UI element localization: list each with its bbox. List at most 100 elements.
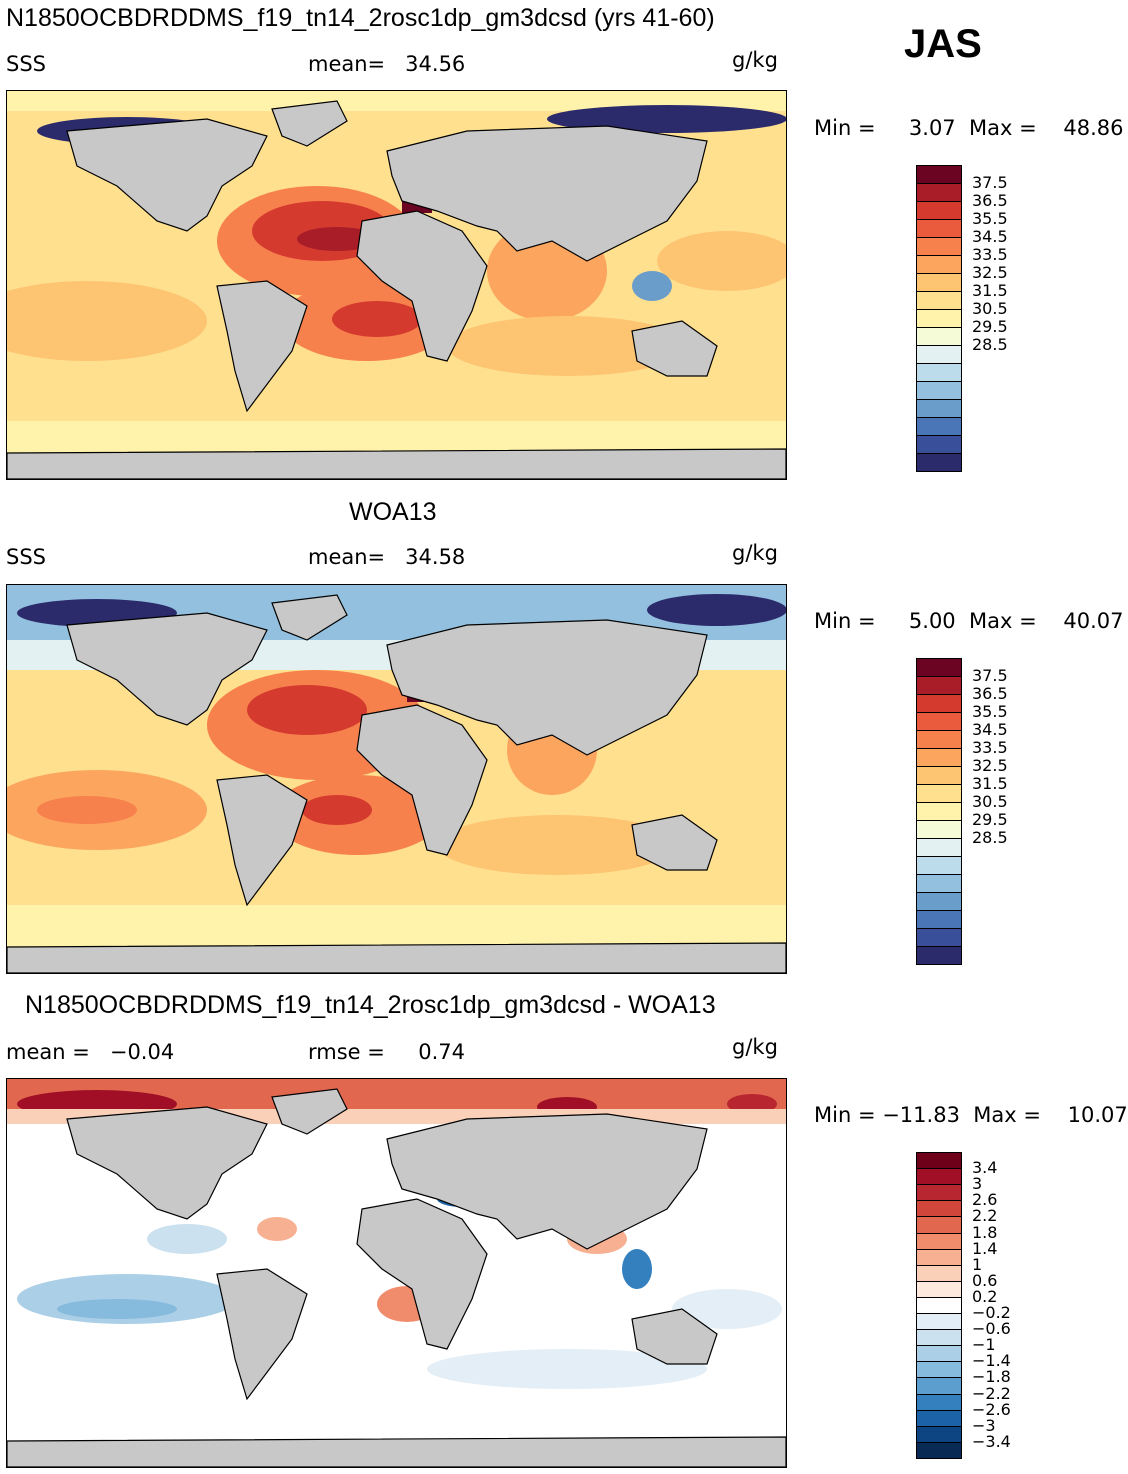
panel1-units: g/kg xyxy=(732,48,778,72)
colorbar-swatch xyxy=(916,874,962,893)
colorbar-swatch xyxy=(916,1216,962,1234)
colorbar-tick-label: 35.5 xyxy=(972,702,1008,721)
colorbar-swatch xyxy=(916,928,962,947)
colorbar-tick-label: 29.5 xyxy=(972,810,1008,829)
colorbar-swatch xyxy=(916,1296,962,1315)
panel3-mean: mean = −0.04 xyxy=(6,1040,175,1064)
colorbar-swatch xyxy=(916,1232,962,1250)
colorbar-swatch xyxy=(916,1393,962,1411)
colorbar-tick-label: −2.6 xyxy=(972,1399,1011,1419)
colorbar-tick-label: 1.4 xyxy=(972,1238,998,1258)
panel3-range: Min = −11.83 Max = 10.07 xyxy=(814,1103,1128,1127)
colorbar-swatch xyxy=(916,748,962,767)
panel2-mean: mean= 34.58 xyxy=(308,545,466,569)
colorbar-swatch xyxy=(916,1280,962,1298)
colorbar-tick-label: −2.2 xyxy=(972,1383,1011,1403)
colorbar-swatch xyxy=(916,946,962,965)
colorbar-swatch xyxy=(916,676,962,695)
colorbar-swatch xyxy=(916,1264,962,1282)
colorbar-tick-label: 30.5 xyxy=(972,299,1008,318)
colorbar-tick-label: 1.8 xyxy=(972,1222,998,1242)
colorbar-tick-label: 34.5 xyxy=(972,227,1008,246)
panel3-units: g/kg xyxy=(732,1035,778,1059)
colorbar-tick-label: 36.5 xyxy=(972,684,1008,703)
colorbar-tick-label: −0.6 xyxy=(972,1319,1011,1339)
colorbar-tick-label: 3.4 xyxy=(972,1158,998,1178)
colorbar-swatch xyxy=(916,658,962,677)
colorbar-tick-label: 37.5 xyxy=(972,173,1008,192)
panel3-map xyxy=(6,1078,787,1468)
colorbar-swatch xyxy=(916,291,962,310)
colorbar-tick-label: 37.5 xyxy=(972,666,1008,685)
colorbar-tick-label: 36.5 xyxy=(972,191,1008,210)
colorbar-swatch xyxy=(916,1313,962,1331)
colorbar-swatch xyxy=(916,345,962,364)
colorbar-swatch xyxy=(916,820,962,839)
panel3-map-svg xyxy=(7,1079,786,1467)
panel2-map xyxy=(6,584,787,974)
colorbar-tick-label: 28.5 xyxy=(972,335,1008,354)
colorbar-tick-label: 28.5 xyxy=(972,828,1008,847)
colorbar-swatch xyxy=(916,838,962,857)
colorbar-tick-label: 34.5 xyxy=(972,720,1008,739)
colorbar-tick-label: 30.5 xyxy=(972,792,1008,811)
colorbar-swatch xyxy=(916,1345,962,1363)
panel2-map-svg xyxy=(7,585,786,973)
colorbar-swatch xyxy=(916,435,962,454)
colorbar-swatch xyxy=(916,1329,962,1347)
colorbar-swatch xyxy=(916,417,962,436)
colorbar-swatch xyxy=(916,1200,962,1218)
colorbar-swatch xyxy=(916,802,962,821)
colorbar-swatch xyxy=(916,694,962,713)
colorbar-tick-label: 3 xyxy=(972,1174,983,1194)
panel2-title: WOA13 xyxy=(349,498,437,526)
colorbar-tick-label: −0.2 xyxy=(972,1303,1011,1323)
colorbar-swatch xyxy=(916,1409,962,1427)
season-label: JAS xyxy=(904,22,982,66)
colorbar-swatch xyxy=(916,273,962,292)
colorbar-swatch xyxy=(916,363,962,382)
panel3-title: N1850OCBDRDDMS_f19_tn14_2rosc1dp_gm3dcsd… xyxy=(25,991,716,1019)
colorbar-swatch xyxy=(916,1168,962,1186)
colorbar-tick-label: 0.2 xyxy=(972,1286,998,1306)
panel1-title: N1850OCBDRDDMS_f19_tn14_2rosc1dp_gm3dcsd… xyxy=(6,4,715,32)
colorbar-tick-label: 31.5 xyxy=(972,281,1008,300)
colorbar-tick-label: −1 xyxy=(972,1335,996,1355)
colorbar-tick-label: −3.4 xyxy=(972,1431,1011,1451)
colorbar-tick-label: 33.5 xyxy=(972,738,1008,757)
colorbar-tick-label: 29.5 xyxy=(972,317,1008,336)
panel1-range: Min = 3.07 Max = 48.86 xyxy=(814,116,1124,140)
colorbar-swatch xyxy=(916,1377,962,1395)
colorbar-swatch xyxy=(916,1361,962,1379)
colorbar-tick-label: 33.5 xyxy=(972,245,1008,264)
colorbar-swatch xyxy=(916,1441,962,1459)
colorbar-tick-label: −1.8 xyxy=(972,1367,1011,1387)
panel1-map-svg xyxy=(7,91,786,479)
colorbar-swatch xyxy=(916,856,962,875)
colorbar-tick-label: 2.2 xyxy=(972,1206,998,1226)
colorbar-swatch xyxy=(916,1152,962,1170)
colorbar-swatch xyxy=(916,453,962,472)
colorbar-swatch xyxy=(916,712,962,731)
colorbar-tick-label: 31.5 xyxy=(972,774,1008,793)
colorbar-swatch xyxy=(916,165,962,184)
panel1-map xyxy=(6,90,787,480)
colorbar-swatch xyxy=(916,766,962,785)
colorbar-tick-label: 35.5 xyxy=(972,209,1008,228)
panel2-units: g/kg xyxy=(732,541,778,565)
colorbar-swatch xyxy=(916,309,962,328)
colorbar-swatch xyxy=(916,219,962,238)
colorbar-swatch xyxy=(916,892,962,911)
colorbar-swatch xyxy=(916,730,962,749)
colorbar-tick-label: 32.5 xyxy=(972,756,1008,775)
panel2-variable: SSS xyxy=(6,545,46,569)
colorbar-tick-label: 2.6 xyxy=(972,1190,998,1210)
colorbar-tick-label: 1 xyxy=(972,1254,983,1274)
colorbar-swatch xyxy=(916,237,962,256)
colorbar-swatch xyxy=(916,1248,962,1266)
colorbar-swatch xyxy=(916,183,962,202)
colorbar-swatch xyxy=(916,1184,962,1202)
panel1-mean: mean= 34.56 xyxy=(308,52,466,76)
colorbar-swatch xyxy=(916,255,962,274)
colorbar-swatch xyxy=(916,910,962,929)
